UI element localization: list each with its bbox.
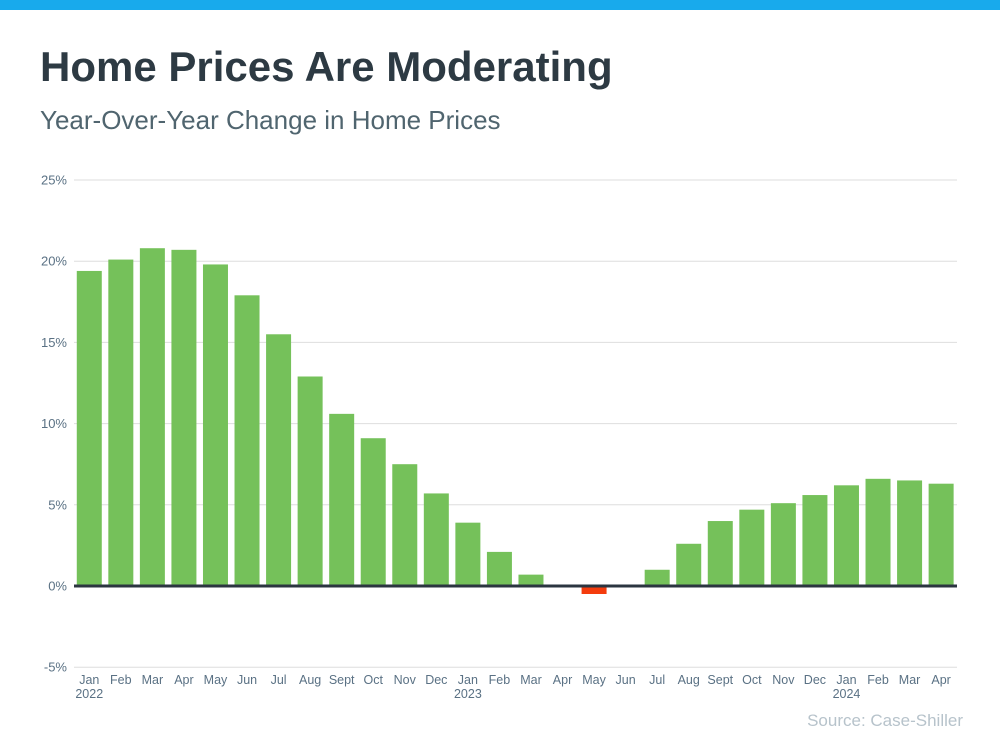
- bar: [297, 376, 323, 588]
- bar: [770, 503, 796, 588]
- x-axis-month-label: Dec: [425, 673, 447, 687]
- x-axis-month-label: Feb: [489, 673, 511, 687]
- negative-bar: [581, 586, 607, 594]
- x-axis-month-label: Sept: [707, 673, 733, 687]
- bar: [865, 478, 891, 588]
- y-axis-tick-label: 10%: [41, 416, 67, 431]
- bar: [266, 334, 292, 588]
- x-axis-month-label: Mar: [142, 673, 164, 687]
- x-axis-month-label: May: [204, 673, 228, 687]
- top-accent-bar: [0, 0, 1000, 10]
- bar: [676, 543, 702, 588]
- bar: [234, 295, 260, 588]
- x-axis-month-label: Jan: [458, 673, 478, 687]
- x-axis-month-label: Jun: [616, 673, 636, 687]
- x-axis-month-label: Jun: [237, 673, 257, 687]
- x-axis-month-label: Dec: [804, 673, 826, 687]
- x-axis-month-label: Aug: [299, 673, 321, 687]
- bar: [802, 495, 828, 588]
- y-axis-tick-label: 25%: [41, 173, 67, 188]
- x-axis-month-label: Aug: [678, 673, 700, 687]
- page-subtitle: Year-Over-Year Change in Home Prices: [40, 105, 501, 135]
- x-axis-year-label: 2022: [75, 687, 103, 701]
- x-axis-month-label: Feb: [110, 673, 132, 687]
- x-axis-month-label: Apr: [174, 673, 193, 687]
- y-axis-tick-label: 5%: [48, 497, 67, 512]
- bar: [329, 413, 355, 588]
- y-axis-tick-label: 15%: [41, 335, 67, 350]
- bar: [455, 522, 481, 588]
- x-axis-month-label: Feb: [867, 673, 889, 687]
- x-axis-month-label: Apr: [553, 673, 572, 687]
- x-axis-month-label: Apr: [931, 673, 950, 687]
- x-axis-month-label: Jul: [649, 673, 665, 687]
- bar: [171, 249, 197, 588]
- bar: [202, 264, 228, 588]
- x-axis-month-label: Oct: [363, 673, 383, 687]
- bar: [644, 569, 670, 588]
- bar: [833, 485, 859, 588]
- y-axis-tick-label: 0%: [48, 579, 67, 594]
- x-axis-month-label: Mar: [520, 673, 542, 687]
- bar: [486, 551, 512, 588]
- x-axis-year-label: 2023: [454, 687, 482, 701]
- x-axis-year-label: 2024: [833, 687, 861, 701]
- x-axis-month-label: Mar: [899, 673, 921, 687]
- x-axis-month-label: Oct: [742, 673, 762, 687]
- bar: [139, 248, 165, 588]
- bar: [360, 438, 386, 588]
- y-axis-tick-label: 20%: [41, 254, 67, 269]
- bar: [897, 480, 923, 588]
- x-axis-month-label: Jan: [79, 673, 99, 687]
- bar: [928, 483, 954, 588]
- page-title: Home Prices Are Moderating: [40, 43, 613, 90]
- x-axis-month-label: Jul: [271, 673, 287, 687]
- x-axis-month-label: Nov: [394, 673, 417, 687]
- x-axis-month-label: Sept: [329, 673, 355, 687]
- bar: [76, 270, 102, 588]
- x-axis-line: [74, 584, 957, 588]
- source-label: Source: Case-Shiller: [807, 711, 963, 730]
- bar: [423, 493, 449, 588]
- bar: [108, 259, 134, 588]
- x-axis-month-label: Jan: [836, 673, 856, 687]
- bar: [707, 521, 733, 588]
- bar: [518, 574, 544, 588]
- bar: [392, 464, 418, 588]
- x-axis-month-label: Nov: [772, 673, 795, 687]
- bar: [739, 509, 765, 588]
- y-axis-tick-label: -5%: [44, 660, 68, 675]
- x-axis-month-label: May: [582, 673, 606, 687]
